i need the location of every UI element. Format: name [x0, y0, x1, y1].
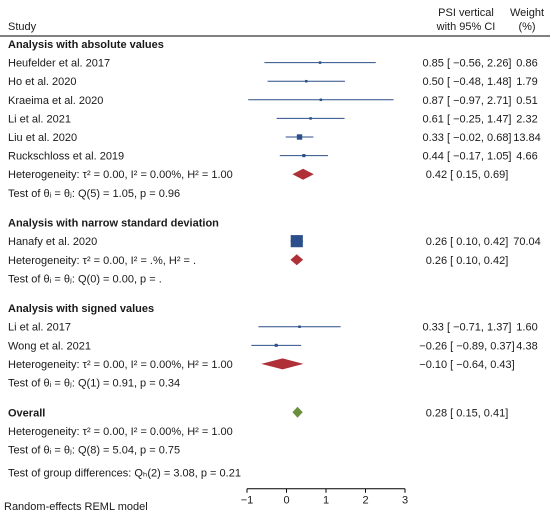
ci-value: −0.26 [ −0.89, 0.37]	[419, 340, 514, 352]
weight-column-header-line2: (%)	[518, 21, 535, 33]
study-label: Hanafy et al. 2020	[8, 236, 97, 248]
study-marker	[274, 343, 278, 347]
weight-value: 2.32	[516, 113, 537, 125]
weight-value: 0.51	[516, 95, 537, 107]
study-marker	[309, 117, 312, 120]
homogeneity-test: Test of θᵢ = θⱼ: Q(5) = 1.05, p = 0.96	[8, 188, 180, 200]
x-axis: −1 0 1 2 3	[241, 488, 408, 507]
column-headers: Study PSI vertical with 95% CI Weight (%…	[0, 7, 550, 37]
x-tick-label: −1	[241, 495, 254, 507]
study-label: Li et al. 2021	[8, 113, 71, 125]
overall-homogeneity-test: Test of θᵢ = θⱼ: Q(8) = 5.04, p = 0.75	[8, 444, 180, 456]
heterogeneity-stat: Heterogeneity: τ² = 0.00, I² = 0.00%, H²…	[8, 359, 233, 371]
effect-column-header-line2: with 95% CI	[436, 21, 496, 33]
weight-value: 13.84	[513, 132, 541, 144]
ci-value: 0.61 [ −0.25, 1.47]	[423, 113, 512, 125]
ci-value: 0.44 [ −0.17, 1.05]	[423, 151, 512, 163]
subgroup-diamond	[290, 254, 304, 266]
x-tick-label: 1	[323, 495, 329, 507]
study-marker	[302, 154, 306, 158]
group-difference-test: Test of group differences: Qₕ(2) = 3.08,…	[8, 468, 241, 480]
study-marker	[296, 134, 303, 140]
pooled-ci-value: 0.26 [ 0.10, 0.42]	[426, 255, 509, 267]
study-marker	[290, 235, 303, 248]
pooled-ci-value: −0.10 [ −0.64, 0.43]	[419, 359, 514, 371]
ci-value: 0.50 [ −0.48, 1.48]	[423, 76, 512, 88]
x-tick-label: 2	[362, 495, 368, 507]
overall-heterogeneity-stat: Heterogeneity: τ² = 0.00, I² = 0.00%, H²…	[8, 426, 233, 438]
effect-column-header-line1: PSI vertical	[438, 7, 494, 19]
ci-value: 0.26 [ 0.10, 0.42]	[426, 236, 509, 248]
weight-value: 1.79	[516, 76, 537, 88]
study-marker	[319, 98, 323, 102]
weight-column-header-line1: Weight	[510, 7, 544, 19]
model-footnote: Random-effects REML model	[4, 501, 148, 513]
weight-value: 70.04	[513, 236, 541, 248]
ci-value: 0.33 [ −0.71, 1.37]	[423, 322, 512, 334]
study-label: Wong et al. 2021	[8, 340, 91, 352]
homogeneity-test: Test of θᵢ = θⱼ: Q(1) = 0.91, p = 0.34	[8, 378, 180, 390]
group-title: Analysis with signed values	[8, 303, 154, 315]
weight-value: 4.66	[516, 151, 537, 163]
x-tick-label: 0	[283, 495, 289, 507]
study-marker	[305, 79, 308, 83]
weight-value: 0.86	[516, 58, 537, 70]
study-marker	[298, 325, 301, 328]
subgroup-diamond	[261, 358, 304, 370]
study-label: Kraeima et al. 2020	[8, 95, 103, 107]
overall-diamond	[292, 406, 303, 418]
overall-ci-value: 0.28 [ 0.15, 0.41]	[426, 407, 509, 419]
study-label: Ho et al. 2020	[8, 76, 77, 88]
study-marker	[318, 61, 322, 64]
overall-title: Overall	[8, 407, 45, 419]
subgroup-diamond	[292, 168, 314, 180]
study-label: Li et al. 2017	[8, 322, 71, 334]
group-title: Analysis with absolute values	[8, 39, 164, 51]
heterogeneity-stat: Heterogeneity: τ² = 0.00, I² = 0.00%, H²…	[8, 169, 233, 181]
weight-value: 4.38	[516, 340, 537, 352]
study-column-header: Study	[8, 21, 37, 33]
x-tick-label: 3	[402, 495, 408, 507]
ci-value: 0.87 [ −0.97, 2.71]	[423, 95, 512, 107]
homogeneity-test: Test of θᵢ = θⱼ: Q(0) = 0.00, p = .	[8, 273, 162, 285]
heterogeneity-stat: Heterogeneity: τ² = 0.00, I² = .%, H² = …	[8, 255, 196, 267]
plot-body: Analysis with absolute values Heufelder e…	[8, 39, 541, 480]
study-label: Liu et al. 2020	[8, 132, 77, 144]
weight-value: 1.60	[516, 322, 537, 334]
ci-value: 0.33 [ −0.02, 0.68]	[423, 132, 512, 144]
study-label: Heufelder et al. 2017	[8, 58, 110, 70]
study-label: Ruckschloss et al. 2019	[8, 151, 124, 163]
ci-value: 0.85 [ −0.56, 2.26]	[423, 58, 512, 70]
pooled-ci-value: 0.42 [ 0.15, 0.69]	[426, 169, 509, 181]
group-title: Analysis with narrow standard deviation	[8, 218, 219, 230]
